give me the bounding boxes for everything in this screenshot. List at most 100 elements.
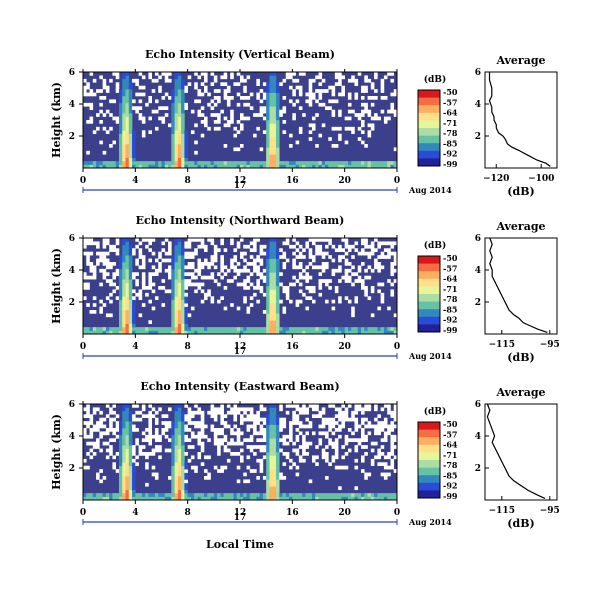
echo-cell bbox=[128, 262, 133, 266]
missing-cell bbox=[318, 72, 323, 76]
echo-cell bbox=[132, 482, 136, 487]
missing-cell bbox=[105, 89, 110, 93]
echo-cell bbox=[275, 99, 280, 104]
y-tick-label: 6 bbox=[69, 234, 75, 244]
missing-cell bbox=[161, 428, 166, 432]
echo-cell bbox=[96, 164, 100, 169]
missing-cell bbox=[210, 241, 215, 246]
missing-cell bbox=[141, 92, 146, 97]
missing-cell bbox=[347, 244, 352, 249]
missing-cell bbox=[187, 251, 192, 256]
missing-cell bbox=[331, 244, 336, 249]
echo-cell bbox=[230, 327, 234, 331]
missing-cell bbox=[354, 424, 359, 429]
missing-cell bbox=[220, 428, 224, 432]
missing-cell bbox=[233, 265, 238, 270]
echo-cell bbox=[226, 330, 231, 335]
echo-cell bbox=[387, 493, 391, 497]
echo-cell bbox=[269, 113, 274, 117]
echo-cell bbox=[181, 137, 185, 141]
missing-cell bbox=[190, 414, 195, 419]
echo-cell bbox=[393, 496, 398, 501]
missing-cell bbox=[243, 299, 247, 304]
echo-cell bbox=[266, 289, 270, 294]
echo-cell bbox=[184, 493, 188, 497]
missing-cell bbox=[220, 268, 224, 273]
echo-cell bbox=[174, 310, 179, 314]
echo-cell bbox=[272, 275, 277, 280]
echo-cell bbox=[269, 102, 274, 107]
missing-cell bbox=[230, 279, 234, 283]
echo-cell bbox=[292, 496, 296, 501]
echo-cell bbox=[177, 465, 182, 470]
missing-cell bbox=[210, 407, 215, 412]
missing-cell bbox=[210, 238, 215, 242]
echo-cell bbox=[370, 330, 375, 335]
missing-cell bbox=[315, 265, 319, 270]
missing-cell bbox=[262, 417, 267, 422]
missing-cell bbox=[158, 265, 162, 270]
echo-cell bbox=[118, 126, 123, 131]
missing-cell bbox=[102, 85, 107, 90]
missing-cell bbox=[200, 82, 205, 87]
missing-cell bbox=[298, 89, 303, 93]
echo-cell bbox=[240, 164, 244, 169]
echo-cell bbox=[275, 265, 280, 270]
echo-cell bbox=[275, 251, 280, 256]
missing-cell bbox=[236, 479, 241, 484]
echo-cell bbox=[236, 496, 241, 501]
missing-cell bbox=[220, 296, 224, 301]
missing-cell bbox=[220, 255, 224, 259]
echo-cell bbox=[171, 102, 175, 107]
echo-cell bbox=[181, 262, 185, 266]
echo-cell bbox=[128, 455, 133, 460]
missing-cell bbox=[233, 82, 238, 87]
echo-cell bbox=[190, 493, 195, 497]
profile-line bbox=[489, 237, 548, 333]
missing-cell bbox=[194, 424, 198, 429]
missing-cell bbox=[325, 251, 329, 256]
missing-cell bbox=[334, 455, 339, 460]
missing-cell bbox=[194, 275, 198, 280]
echo-cell bbox=[272, 469, 277, 473]
echo-cell bbox=[128, 106, 133, 111]
missing-cell bbox=[325, 455, 329, 460]
echo-cell bbox=[275, 133, 280, 138]
missing-cell bbox=[243, 96, 247, 100]
missing-cell bbox=[361, 286, 365, 290]
missing-cell bbox=[341, 465, 345, 470]
echo-cell bbox=[89, 164, 94, 169]
echo-cell bbox=[272, 113, 277, 117]
missing-cell bbox=[217, 469, 221, 473]
shared-x-label: Local Time bbox=[206, 538, 274, 551]
missing-cell bbox=[383, 455, 388, 460]
missing-cell bbox=[243, 258, 247, 263]
missing-cell bbox=[109, 292, 113, 297]
missing-cell bbox=[161, 241, 166, 246]
echo-cell bbox=[171, 275, 175, 280]
echo-cell bbox=[266, 255, 270, 259]
missing-cell bbox=[390, 414, 395, 419]
missing-cell bbox=[112, 462, 117, 467]
echo-cell bbox=[118, 161, 123, 165]
echo-cell bbox=[125, 116, 130, 121]
missing-cell bbox=[164, 106, 169, 111]
missing-cell bbox=[295, 279, 300, 283]
missing-cell bbox=[361, 241, 365, 246]
missing-cell bbox=[292, 410, 296, 415]
missing-cell bbox=[338, 113, 342, 117]
echo-cell bbox=[99, 164, 103, 169]
echo-cell bbox=[128, 316, 133, 321]
missing-cell bbox=[393, 251, 398, 256]
missing-cell bbox=[92, 241, 97, 246]
missing-cell bbox=[380, 109, 385, 114]
missing-cell bbox=[298, 92, 303, 97]
missing-cell bbox=[148, 241, 152, 246]
echo-cell bbox=[181, 154, 185, 159]
echo-cell bbox=[132, 316, 136, 321]
missing-cell bbox=[230, 75, 234, 80]
echo-cell bbox=[122, 310, 126, 314]
missing-cell bbox=[246, 96, 251, 100]
echo-cell bbox=[275, 275, 280, 280]
echo-cell bbox=[266, 455, 270, 460]
